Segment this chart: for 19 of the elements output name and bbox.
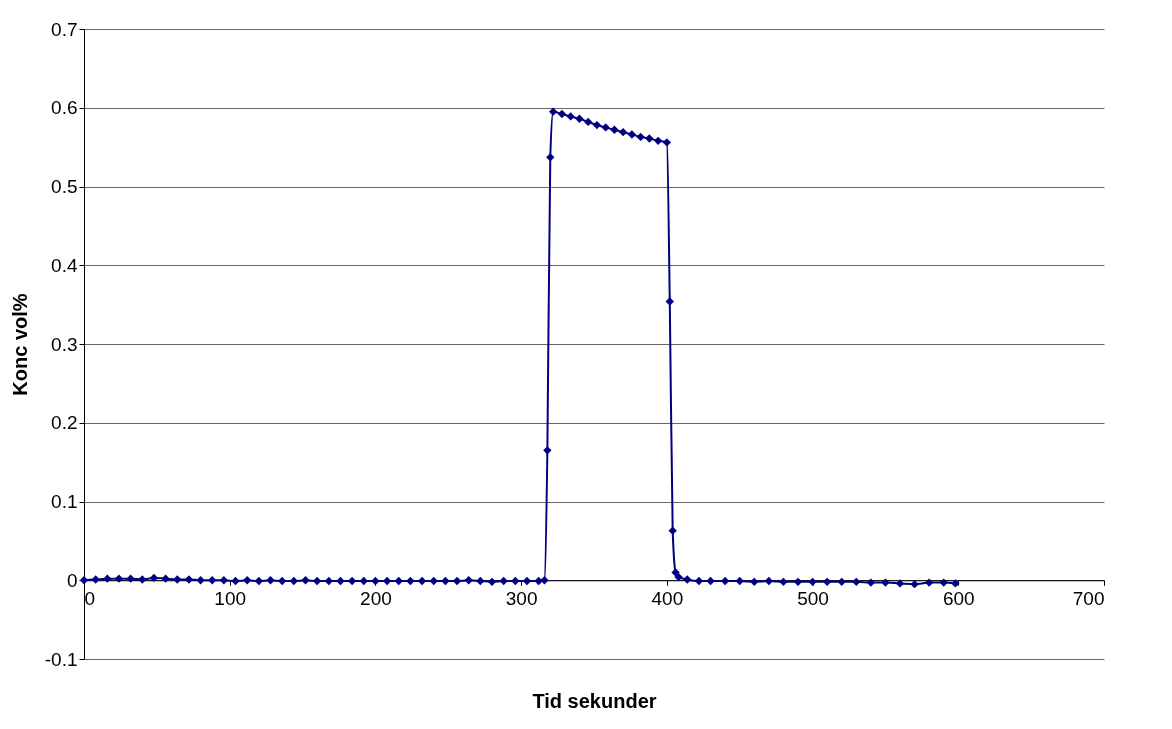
x-tick-label: 500 xyxy=(797,587,829,609)
y-tick-label: 0 xyxy=(66,569,78,591)
y-tick-label: 0.7 xyxy=(51,18,78,40)
x-tick-label: 700 xyxy=(1072,587,1105,609)
y-tick-label: 0.2 xyxy=(51,412,78,434)
y-tick-label: 0.5 xyxy=(51,176,78,197)
x-tick-label: 200 xyxy=(360,587,392,609)
x-axis-title: Tid sekunder xyxy=(532,689,657,712)
x-tick-label: 300 xyxy=(505,587,538,609)
y-axis-title: Konc vol% xyxy=(8,293,31,396)
x-tick-label: 0 xyxy=(84,587,96,609)
y-tick-label: 0.3 xyxy=(51,333,78,355)
x-tick-label: 400 xyxy=(651,587,684,609)
y-tick-label: 0.1 xyxy=(51,491,78,512)
y-tick-label: -0.1 xyxy=(44,648,78,670)
y-tick-label: 0.4 xyxy=(51,254,78,276)
x-tick-label: 100 xyxy=(214,587,247,609)
x-tick-label: 600 xyxy=(942,587,975,609)
y-tick-label: 0.6 xyxy=(51,97,78,119)
